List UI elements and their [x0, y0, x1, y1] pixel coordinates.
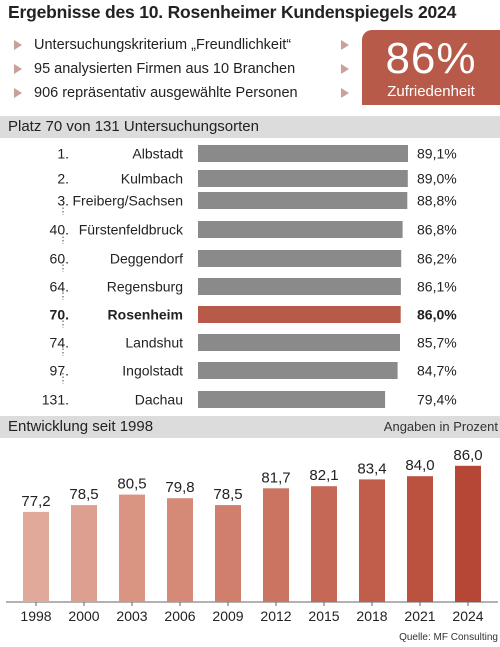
- year-value-label: 86,0: [453, 447, 482, 464]
- city-label: Fürstenfeldbruck: [79, 222, 184, 238]
- bar-4: [198, 250, 402, 267]
- triangle-right-icon: [341, 40, 349, 50]
- bar-3: [198, 221, 403, 238]
- value-label: 85,7%: [417, 335, 457, 351]
- value-label: 89,1%: [417, 146, 457, 162]
- kpi-value: 86%: [385, 34, 477, 83]
- page-title: Ergebnisse des 10. Rosenheimer Kundenspi…: [8, 2, 457, 22]
- bullet-item: 95 analysierten Firmen aus 10 Branchen: [14, 57, 364, 81]
- year-label: 2009: [212, 608, 243, 624]
- bar-2: [198, 192, 408, 209]
- value-label: 84,7%: [417, 363, 457, 379]
- rank-label: 60.: [50, 251, 69, 267]
- bullet-item: Untersuchungskriterium „Freundlichkeit“: [14, 33, 364, 57]
- city-label: Albstadt: [132, 146, 183, 162]
- year-value-label: 84,0: [405, 457, 434, 474]
- year-bar-2006: [167, 498, 193, 602]
- triangle-bullet-icon: [14, 88, 22, 99]
- city-label: Deggendorf: [110, 251, 183, 267]
- rank-label: 131.: [42, 392, 69, 408]
- year-bar-2009: [215, 505, 241, 602]
- unit-note: Angaben in Prozent: [383, 419, 498, 434]
- year-value-label: 82,1: [309, 467, 338, 484]
- bar-1: [198, 170, 408, 187]
- city-label: Freiberg/Sachsen: [72, 193, 183, 209]
- triangle-right-icon: [341, 88, 349, 98]
- rank-label: 2.: [57, 171, 69, 187]
- rank-label: 64.: [50, 279, 69, 295]
- year-label: 2006: [164, 608, 195, 624]
- satisfaction-kpi-box: 86% Zufriedenheit: [362, 30, 500, 105]
- year-bar-2024: [455, 465, 481, 602]
- value-label: 89,0%: [417, 171, 457, 187]
- city-label: Kulmbach: [121, 171, 183, 187]
- year-label: 2015: [308, 608, 339, 624]
- section-title-development: Entwicklung seit 1998: [8, 418, 154, 435]
- year-label: 2021: [404, 608, 435, 624]
- bullet-list: Untersuchungskriterium „Freundlichkeit“ …: [14, 33, 364, 105]
- year-value-label: 78,5: [213, 486, 242, 503]
- section-header-development: Entwicklung seit 1998 Angaben in Prozent: [0, 416, 500, 438]
- development-bar-chart: 77,2 1998 78,5 2000 80,5 2003 79,8 2006 78,5 2009…: [6, 447, 498, 624]
- value-label: 86,1%: [417, 279, 457, 295]
- value-label: 86,8%: [417, 222, 457, 238]
- year-bar-2018: [359, 479, 385, 602]
- city-label: Rosenheim: [108, 307, 183, 323]
- bar-0: [198, 145, 408, 162]
- year-bar-2021: [407, 476, 433, 602]
- value-label: 79,4%: [417, 392, 457, 408]
- section-header-rank: Platz 70 von 131 Untersuchungsorten: [0, 116, 500, 138]
- rank-label: 1.: [57, 146, 69, 162]
- year-value-label: 79,8: [165, 479, 194, 496]
- bar-6: [198, 306, 401, 323]
- triangle-bullet-icon: [14, 64, 22, 75]
- year-label: 2003: [116, 608, 147, 624]
- rank-label: 3.: [57, 193, 69, 209]
- year-bar-2000: [71, 505, 97, 602]
- year-value-label: 81,7: [261, 469, 290, 486]
- rank-label: 97.: [50, 363, 69, 379]
- city-label: Landshut: [125, 335, 183, 351]
- year-bar-1998: [23, 511, 49, 602]
- value-label: 86,2%: [417, 251, 457, 267]
- source-note: Quelle: MF Consulting: [399, 632, 498, 643]
- bar-5: [198, 278, 401, 295]
- year-label: 1998: [20, 608, 51, 624]
- year-value-label: 78,5: [69, 486, 98, 503]
- rank-bar-chart: 1. Albstadt 89,1% 2. Kulmbach 89,0% 3. Freiberg…: [42, 145, 457, 408]
- city-label: Dachau: [135, 392, 183, 408]
- triangle-bullet-icon: [14, 40, 22, 51]
- triangle-right-icon: [341, 64, 349, 74]
- city-label: Regensburg: [107, 279, 183, 295]
- city-label: Ingolstadt: [122, 363, 183, 379]
- rank-label: 74.: [50, 335, 69, 351]
- bar-8: [198, 362, 398, 379]
- bullet-text: 906 repräsentativ ausgewählte Personen: [34, 85, 298, 101]
- bullet-item: 906 repräsentativ ausgewählte Personen: [14, 81, 364, 105]
- section-title-rank: Platz 70 von 131 Untersuchungsorten: [8, 118, 259, 135]
- year-label: 2024: [452, 608, 483, 624]
- year-bar-2015: [311, 486, 337, 602]
- year-label: 2012: [260, 608, 291, 624]
- value-label: 88,8%: [417, 193, 457, 209]
- rank-label: 70.: [50, 307, 69, 323]
- year-label: 2000: [68, 608, 99, 624]
- year-label: 2018: [356, 608, 387, 624]
- rank-label: 40.: [50, 222, 69, 238]
- bullet-text: 95 analysierten Firmen aus 10 Branchen: [34, 61, 296, 77]
- year-bar-2012: [263, 488, 289, 602]
- kpi-label: Zufriedenheit: [387, 83, 475, 100]
- value-label: 86,0%: [417, 307, 457, 323]
- year-bar-2003: [119, 494, 145, 602]
- bullet-text: Untersuchungskriterium „Freundlichkeit“: [34, 37, 292, 53]
- bar-7: [198, 334, 400, 351]
- bar-9: [198, 391, 386, 408]
- year-value-label: 83,4: [357, 460, 386, 477]
- year-value-label: 80,5: [117, 476, 146, 493]
- year-value-label: 77,2: [21, 493, 50, 510]
